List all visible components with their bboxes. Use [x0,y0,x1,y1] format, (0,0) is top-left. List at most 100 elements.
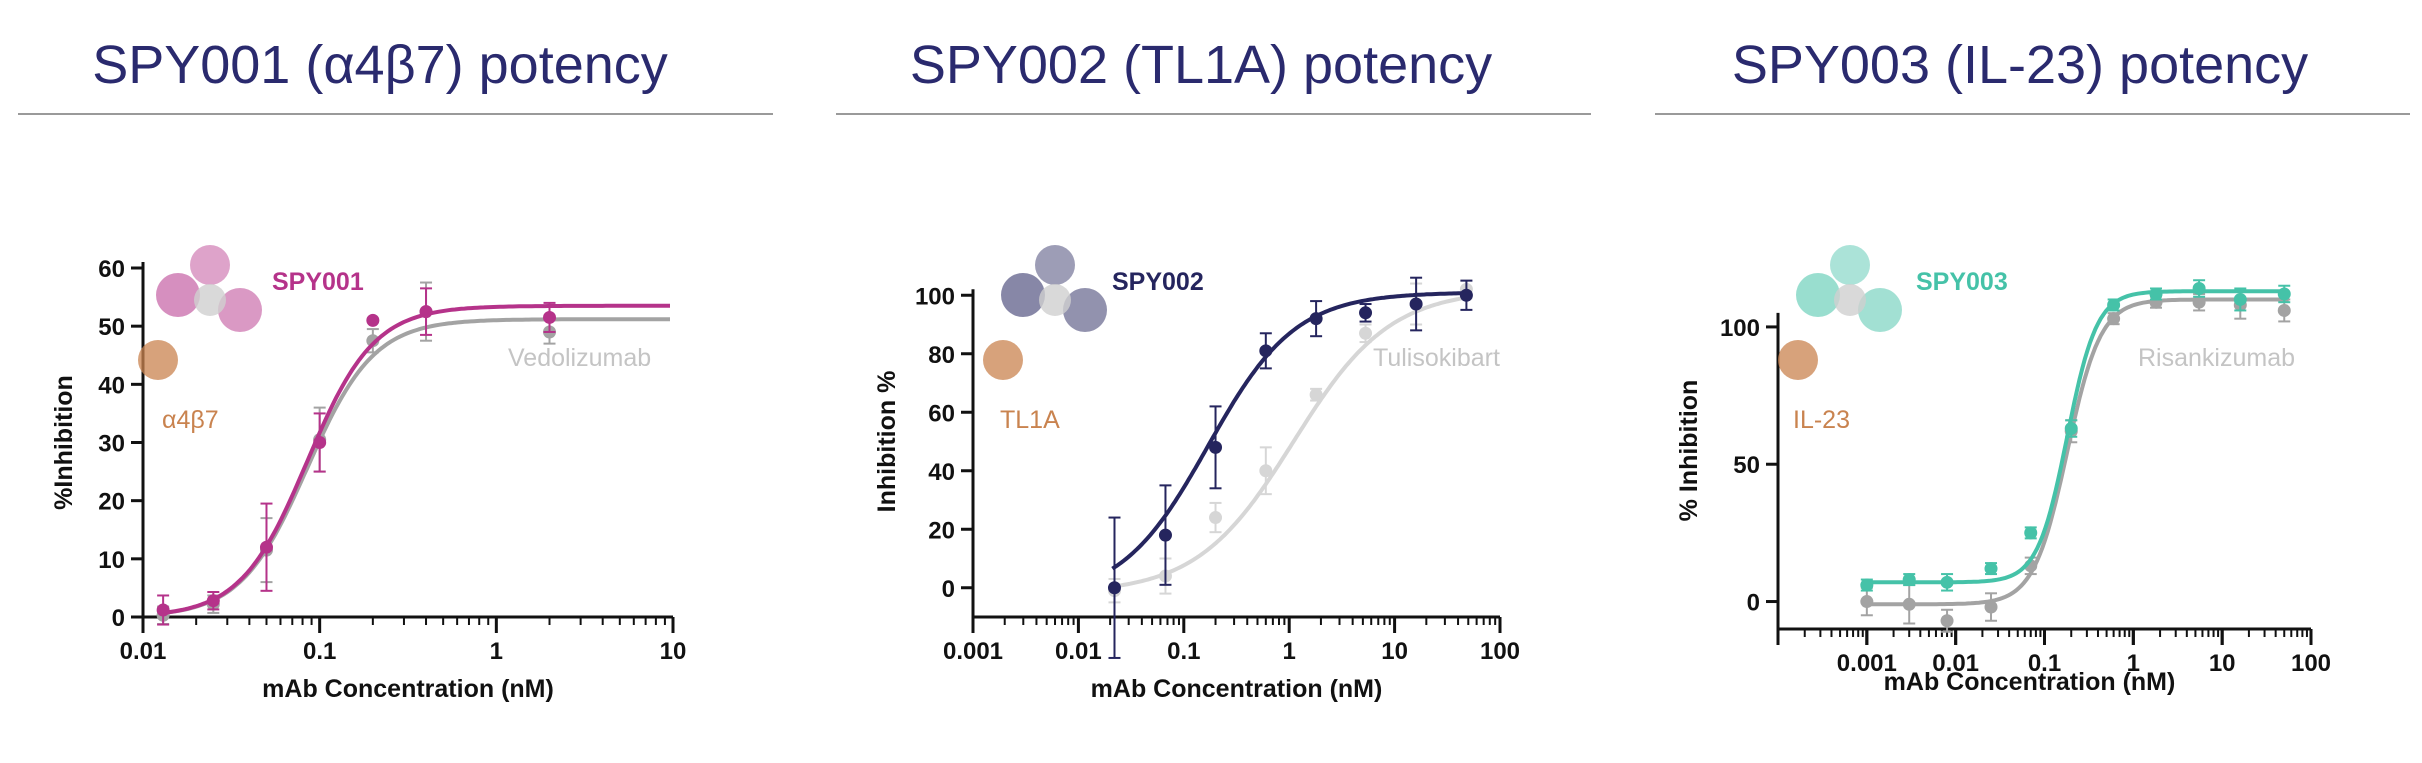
x-tick-label: 0.1 [303,638,336,665]
data-point [543,310,557,324]
x-tick-label: 0.01 [120,638,167,665]
data-point [1209,511,1223,525]
data-point [419,305,433,319]
data-point [2192,281,2206,295]
series-spy003 [1860,279,2291,592]
y-tick-label: 40 [928,459,955,486]
data-point [1860,595,1874,609]
y-tick-label: 100 [915,283,955,310]
legend-target-label: IL-23 [1793,406,1850,434]
y-tick-label: 60 [98,256,125,283]
x-tick-label: 1 [2127,650,2140,677]
y-axis-title: % Inhibition [1675,380,1703,522]
x-tick-label: 0.01 [1932,650,1979,677]
y-tick-label: 80 [928,342,955,369]
panel-3-divider [1655,113,2410,115]
antibody-structure-icon [138,245,262,380]
data-point [1984,600,1998,614]
y-tick-label: 0 [112,605,125,632]
x-tick-label: 1 [1283,638,1296,665]
data-point [366,313,380,327]
fit-curve [1111,291,1472,571]
data-point [1902,573,1916,587]
y-tick-label: 100 [1720,315,1760,342]
antibody-structure-icon [983,245,1107,380]
data-point [1107,581,1121,595]
legend-comparator-label: Risankizumab [2138,344,2295,372]
y-tick-label: 60 [928,400,955,427]
series-spy002 [1107,276,1473,659]
panel-2-title: SPY002 (TL1A) potency [909,35,1493,95]
x-tick-label: 10 [2209,650,2236,677]
data-point [1940,575,1954,589]
antibody-structure-icon [1778,245,1902,380]
series-tulisokibart [1107,279,1473,604]
y-axis-title: %Inhibition [50,375,78,510]
x-axis-title: mAb Concentration (nM) [1091,675,1383,703]
series-vedolizumab [156,281,670,625]
y-tick-label: 10 [98,547,125,574]
data-point [2107,312,2121,326]
fit-curve [1865,289,2289,585]
data-point [1259,344,1273,358]
legend-drug-label: SPY003 [1916,268,2008,296]
x-tick-label: 100 [2291,650,2331,677]
x-tick-label: 100 [1480,638,1520,665]
data-point [206,594,220,608]
panel-3-title: SPY003 (IL-23) potency [1731,35,2309,95]
panel-1-title: SPY001 (α4β7) potency [92,35,668,95]
data-point [366,334,380,348]
data-point [1940,614,1954,628]
x-tick-label: 1 [490,638,503,665]
panel-1-divider [18,113,773,115]
y-tick-label: 50 [1733,452,1760,479]
data-point [2024,526,2038,540]
data-point [1860,578,1874,592]
fit-curve [1112,294,1472,589]
x-tick-label: 0.001 [1837,650,1897,677]
legend-target-label: TL1A [1000,406,1060,434]
y-tick-label: 20 [98,489,125,516]
data-point [1459,288,1473,302]
legend-drug-label: SPY002 [1112,268,1204,296]
data-point [1359,306,1373,320]
y-tick-label: 0 [1747,590,1760,617]
y-tick-label: 50 [98,314,125,341]
data-point [259,540,273,554]
data-point [1209,440,1223,454]
y-tick-label: 30 [98,431,125,458]
x-tick-label: 0.01 [1055,638,1102,665]
x-tick-label: 10 [1381,638,1408,665]
data-point [2277,303,2291,317]
legend-drug-label: SPY001 [272,268,364,296]
legend-comparator-label: Tulisokibart [1373,344,1500,372]
y-tick-label: 40 [98,372,125,399]
legend-target-label: α4β7 [162,406,219,434]
data-point [1259,464,1273,478]
data-point [1309,312,1323,326]
data-point [2149,287,2163,301]
data-point [2277,287,2291,301]
fit-curve [1865,297,2289,607]
data-point [1158,528,1172,542]
data-point [2064,422,2078,436]
x-tick-label: 0.1 [1167,638,1200,665]
y-tick-label: 0 [942,576,955,603]
y-axis-title: Inhibition % [873,371,901,513]
x-tick-label: 0.1 [2028,650,2061,677]
legend-comparator-label: Vedolizumab [508,344,651,372]
chart-1: 0.01 0.1 1 10 0 10 20 30 40 50 60 mAb Concentration… [50,245,686,703]
x-axis-title: mAb Concentration (nM) [1884,668,2176,696]
series-spy001 [156,287,670,626]
chart-2: 0.001 0.01 0.1 1 10 100 0 20 40 60 80 100 mAb Concen… [873,245,1520,703]
data-point [156,603,170,617]
x-axis-title: mAb Concentration (nM) [262,675,554,703]
y-tick-label: 20 [928,517,955,544]
data-point [1984,562,1998,576]
chart-3: 0.001 0.01 0.1 1 10 100 0 50 100 mAb Concentratio… [1675,245,2331,696]
panel-2-divider [836,113,1591,115]
x-tick-label: 0.001 [943,638,1003,665]
data-point [313,436,327,449]
data-point [2192,295,2206,309]
